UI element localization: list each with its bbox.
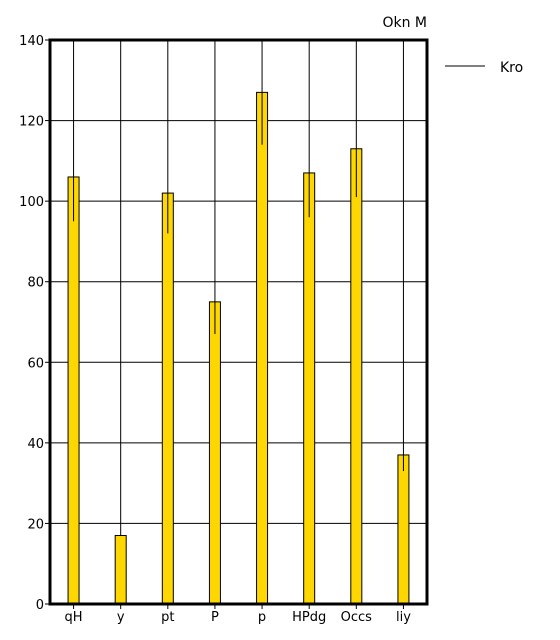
y-tick-label: 40 [27,437,44,452]
x-tick-label: P [211,610,219,625]
legend-label-kro: Kro [500,60,523,76]
x-tick-label: HPdg [292,610,326,625]
error-bars [73,92,404,472]
bar [67,176,80,605]
y-tick-label: 60 [27,356,44,371]
y-tick-label: 120 [19,115,44,130]
y-tick-label: 100 [19,195,44,210]
bar [208,301,221,605]
y-tick-label: 140 [19,34,44,49]
bar [303,172,316,605]
plot-area-frame [48,38,429,606]
x-tick-label: p [258,610,266,625]
x-tick-label: Occs [341,610,373,625]
bar [114,535,127,605]
bar [256,91,269,605]
y-tick-label: 80 [27,276,44,291]
legend: Kro [445,60,523,76]
grid-lines [50,39,427,605]
y-tick-label: 20 [27,517,44,532]
bar [350,148,363,605]
bar [161,192,174,605]
x-tick-label: liy [396,610,411,625]
y-axis-ticks: 0 20 40 60 80 100 120 140 [19,34,50,613]
x-tick-label: qH [65,610,83,625]
x-tick-label: pt [161,610,174,625]
chart-title: Okn M [382,15,427,31]
y-tick-label: 0 [36,598,44,613]
bar [397,454,410,605]
bars [67,91,410,605]
x-tick-label: y [117,610,125,625]
